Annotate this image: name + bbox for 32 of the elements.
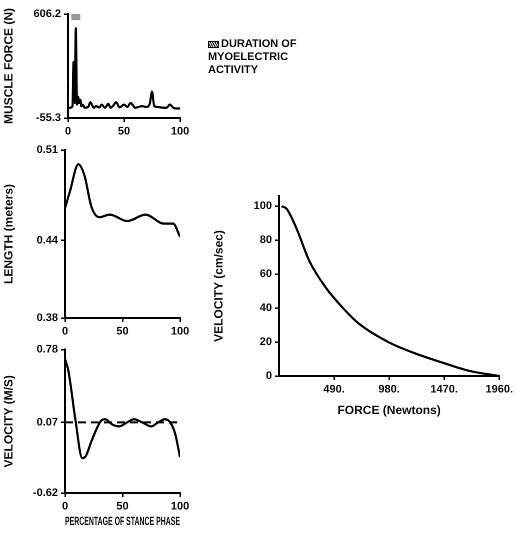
y-tick-label: 80 xyxy=(260,234,272,246)
x-tick-label: 1960. xyxy=(485,384,513,396)
x-tick-label: 100 xyxy=(170,326,190,338)
y-tick-label: -55.3 xyxy=(36,112,61,124)
x-axis-title: FORCE (Newtons) xyxy=(337,403,441,418)
y-axis-title: MUSCLE FORCE (N) xyxy=(2,8,16,124)
x-axis-title: PERCENTAGE OF STANCE PHASE xyxy=(65,515,180,529)
y-axis-title: LENGTH (meters) xyxy=(2,184,16,284)
x-tick-label: 490. xyxy=(323,384,345,396)
x-tick-label: 100 xyxy=(170,126,190,138)
y-tick-label: 0.44 xyxy=(36,234,59,246)
legend-label: DURATION OF MYOELECTRIC ACTIVITY xyxy=(208,38,297,76)
y-axis-title: VELOCITY (M/S) xyxy=(2,375,16,468)
x-tick-label: 100 xyxy=(170,500,190,513)
y-tick-label: -0.62 xyxy=(32,487,58,500)
y-tick-label: 100 xyxy=(254,200,272,212)
y-tick-label: 0.38 xyxy=(36,312,58,324)
y-tick-label: 606.2 xyxy=(33,8,61,20)
y-tick-label: 0.07 xyxy=(36,416,58,428)
x-tick-label: 0 xyxy=(64,126,72,138)
x-tick-label: 980. xyxy=(378,384,400,396)
y-tick-label: 0.78 xyxy=(36,344,58,356)
y-tick-label: 60 xyxy=(260,268,272,280)
y-tick-label: 20 xyxy=(260,336,272,348)
x-tick-label: 1470. xyxy=(430,384,458,396)
x-tick-label: 50 xyxy=(116,500,129,513)
y-tick-label: 0.51 xyxy=(36,144,58,156)
y-axis-title: VELOCITY (cm/sec) xyxy=(212,230,226,342)
y-tick-label: 40 xyxy=(260,302,272,314)
y-tick-label: 0 xyxy=(266,370,272,382)
x-tick-label: 50 xyxy=(118,126,130,138)
x-tick-label: 50 xyxy=(116,326,129,338)
